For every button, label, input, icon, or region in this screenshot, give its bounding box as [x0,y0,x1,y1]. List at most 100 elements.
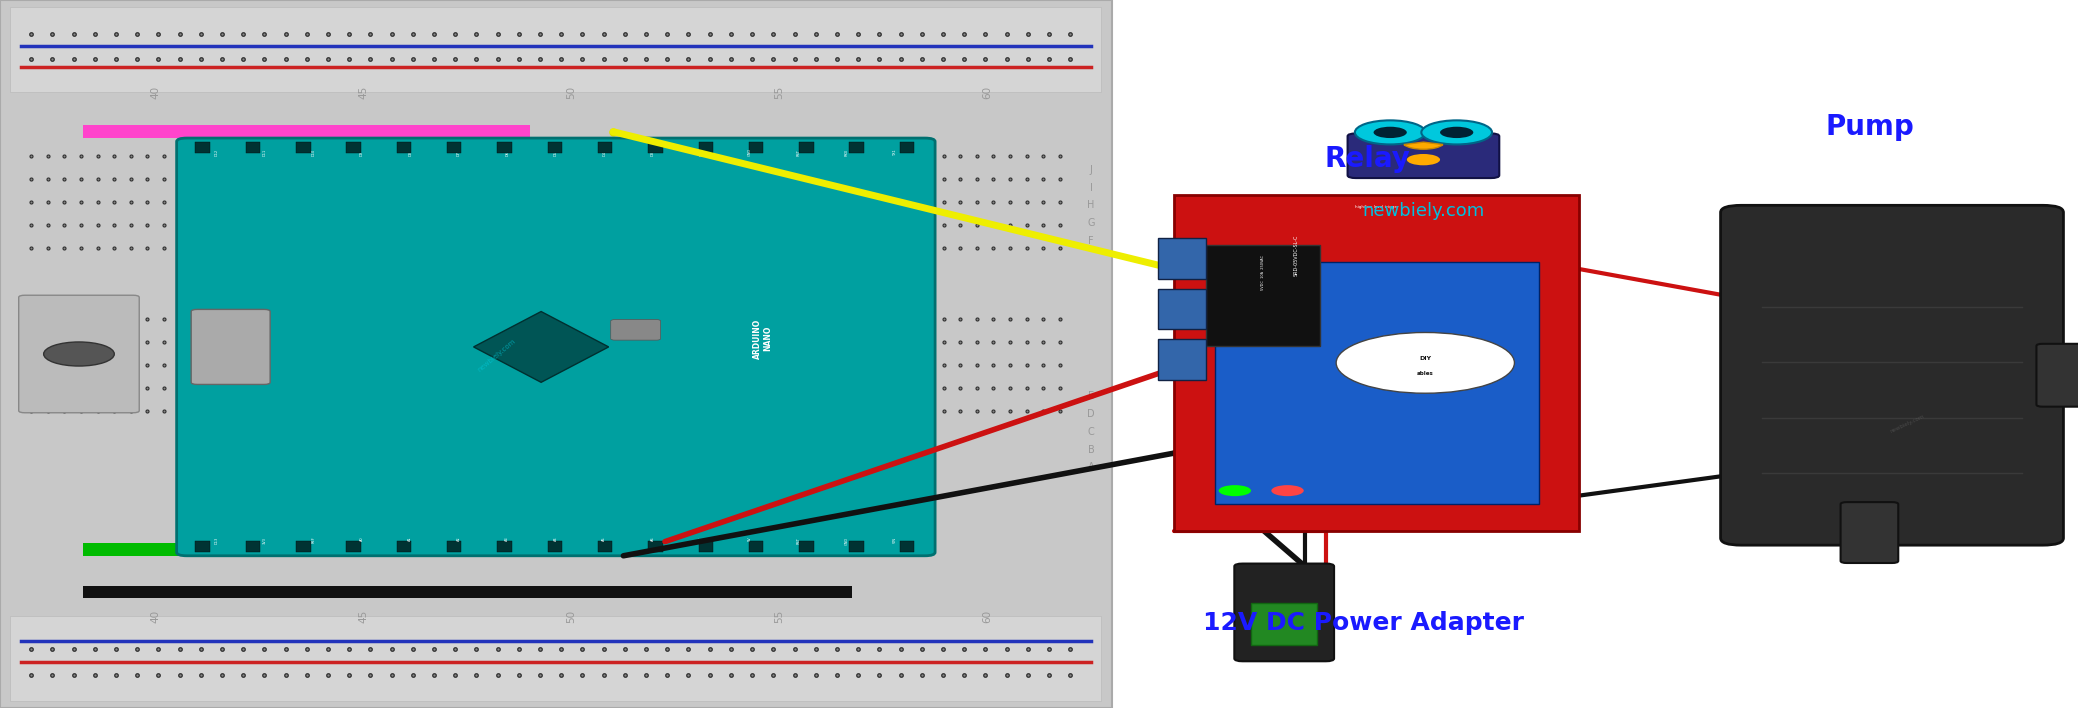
Text: REF: REF [312,537,316,544]
Text: D6: D6 [505,151,509,156]
Bar [347,142,362,153]
Bar [598,142,613,153]
Circle shape [1421,120,1492,144]
Text: GND: GND [748,148,752,156]
Text: D13: D13 [214,537,218,544]
Bar [648,142,663,153]
Bar [83,543,852,556]
Text: ables: ables [1417,371,1434,376]
Text: H: H [1087,200,1095,210]
Text: 5V: 5V [748,537,752,542]
Text: D12: D12 [214,149,218,156]
Text: A2: A2 [457,537,461,542]
Bar [1214,262,1538,504]
Text: 45: 45 [359,86,368,98]
Text: RST: RST [796,149,800,156]
Bar [397,541,411,552]
Text: newbiely.com: newbiely.com [1363,202,1484,219]
Bar [698,142,713,153]
Bar [1157,289,1207,329]
Bar [195,142,210,153]
Text: D11: D11 [264,149,266,156]
Text: D8: D8 [409,151,411,156]
Text: 40: 40 [152,610,160,622]
Bar [295,541,310,552]
FancyBboxPatch shape [1721,205,2063,545]
Bar [0,0,1112,708]
Bar [1157,339,1207,379]
Text: A5: A5 [603,537,607,542]
Text: GND: GND [846,537,848,544]
Text: D9: D9 [359,151,364,156]
Text: F: F [1089,236,1093,246]
Text: Relay: Relay [1324,145,1411,173]
Circle shape [1272,485,1303,496]
Text: A0: A0 [359,537,364,542]
Bar [1251,603,1317,644]
Text: A: A [1087,462,1095,472]
Bar [900,541,914,552]
Text: SRD-05VDC-SL-C: SRD-05VDC-SL-C [1293,235,1299,276]
Text: 50: 50 [567,86,576,98]
Bar [83,586,852,598]
Bar [447,541,461,552]
Text: D3: D3 [650,151,655,156]
FancyBboxPatch shape [611,319,661,340]
Bar [83,125,530,138]
Text: RX0: RX0 [846,149,848,156]
Circle shape [1336,333,1515,393]
Text: B: B [1087,445,1095,455]
FancyBboxPatch shape [191,309,270,384]
Text: A6: A6 [650,537,655,542]
Bar [245,541,260,552]
Polygon shape [474,312,609,382]
Bar [497,541,511,552]
Text: VIN: VIN [894,537,898,542]
Bar [447,142,461,153]
Bar [497,142,511,153]
Text: D: D [1087,409,1095,419]
Text: D2: D2 [700,151,702,156]
Text: D4: D4 [603,151,607,156]
Text: A4: A4 [555,537,557,542]
Bar [850,142,864,153]
Text: G: G [1087,218,1095,228]
Bar [245,142,260,153]
Text: C: C [1087,427,1095,437]
Bar [1157,239,1207,279]
FancyBboxPatch shape [2036,344,2078,406]
Text: DIY: DIY [1419,356,1432,361]
Text: A1: A1 [409,537,411,542]
FancyBboxPatch shape [1841,502,1899,563]
Text: A3: A3 [505,537,509,542]
FancyBboxPatch shape [19,295,139,413]
Text: 3V3: 3V3 [264,537,266,544]
Bar [1207,245,1320,346]
Text: RST: RST [796,537,800,544]
Text: E: E [1089,392,1093,401]
Bar [800,541,815,552]
Wedge shape [1405,142,1442,149]
Circle shape [1355,120,1426,144]
Bar [900,142,914,153]
Text: 5VDC  10A  250VAC: 5VDC 10A 250VAC [1261,256,1266,290]
Bar [748,541,763,552]
Text: D10: D10 [312,149,316,156]
Bar [10,616,1101,701]
Text: I: I [1089,183,1093,193]
Bar [1174,195,1579,531]
Text: 40: 40 [152,86,160,98]
Text: 45: 45 [359,610,368,622]
FancyBboxPatch shape [177,138,935,556]
Circle shape [1374,127,1407,138]
Text: 55: 55 [775,610,783,622]
Bar [547,541,561,552]
Circle shape [44,342,114,366]
Text: ARDUINO
NANO: ARDUINO NANO [752,319,773,359]
Bar [850,541,864,552]
Text: 50: 50 [567,610,576,622]
Bar [598,541,613,552]
Text: 12V DC Power Adapter: 12V DC Power Adapter [1203,611,1523,635]
Text: A7: A7 [700,537,702,542]
Bar [195,541,210,552]
